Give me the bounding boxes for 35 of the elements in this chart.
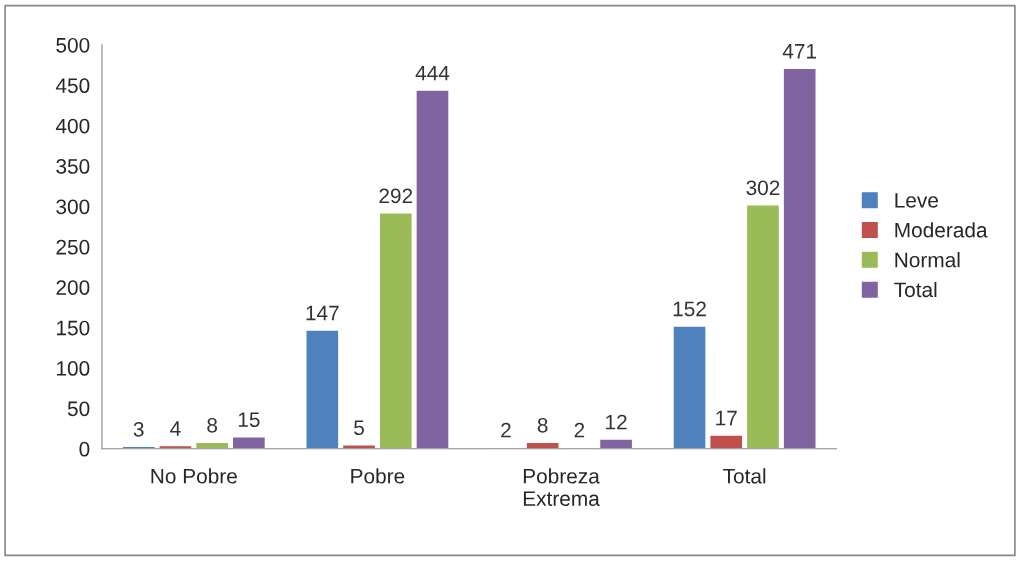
x-tick-label: Pobreza Extrema	[523, 468, 600, 506]
data-label: 2	[574, 422, 585, 438]
y-tick-label: 200	[56, 280, 90, 295]
data-label: 5	[354, 420, 364, 436]
data-label: 15	[238, 412, 260, 428]
y-tick-label: 250	[56, 239, 90, 255]
y-tick-label: 150	[57, 320, 90, 336]
data-label: 444	[415, 65, 450, 81]
data-label: 2	[501, 422, 511, 438]
x-tick-label: Total	[723, 468, 766, 484]
data-label: 3	[133, 421, 144, 437]
y-tick-label: 500	[56, 37, 90, 53]
legend-label: Moderada	[895, 222, 988, 238]
legend-label: Leve	[895, 193, 938, 208]
y-tick-label: 350	[56, 159, 90, 174]
data-label: 471	[782, 44, 817, 59]
data-label: 292	[379, 188, 413, 204]
data-label: 8	[537, 417, 548, 433]
data-label: 152	[673, 301, 706, 317]
y-tick-label: 50	[67, 401, 90, 417]
data-label: 147	[306, 305, 339, 321]
x-tick-label: Pobre	[351, 468, 405, 484]
x-tick-label: No Pobre	[151, 468, 237, 484]
data-label: 17	[716, 410, 737, 426]
y-tick-label: 400	[55, 118, 90, 134]
data-label: 12	[606, 414, 627, 430]
legend-label: Normal	[895, 252, 960, 268]
legend-label: Total	[894, 281, 937, 298]
data-label: 8	[207, 417, 218, 433]
y-tick-label: 100	[57, 361, 90, 376]
data-label: 302	[746, 180, 780, 196]
y-tick-label: 450	[55, 78, 90, 94]
data-label: 4	[170, 421, 181, 436]
y-tick-label: 300	[56, 199, 90, 215]
y-tick-label: 0	[79, 441, 90, 457]
